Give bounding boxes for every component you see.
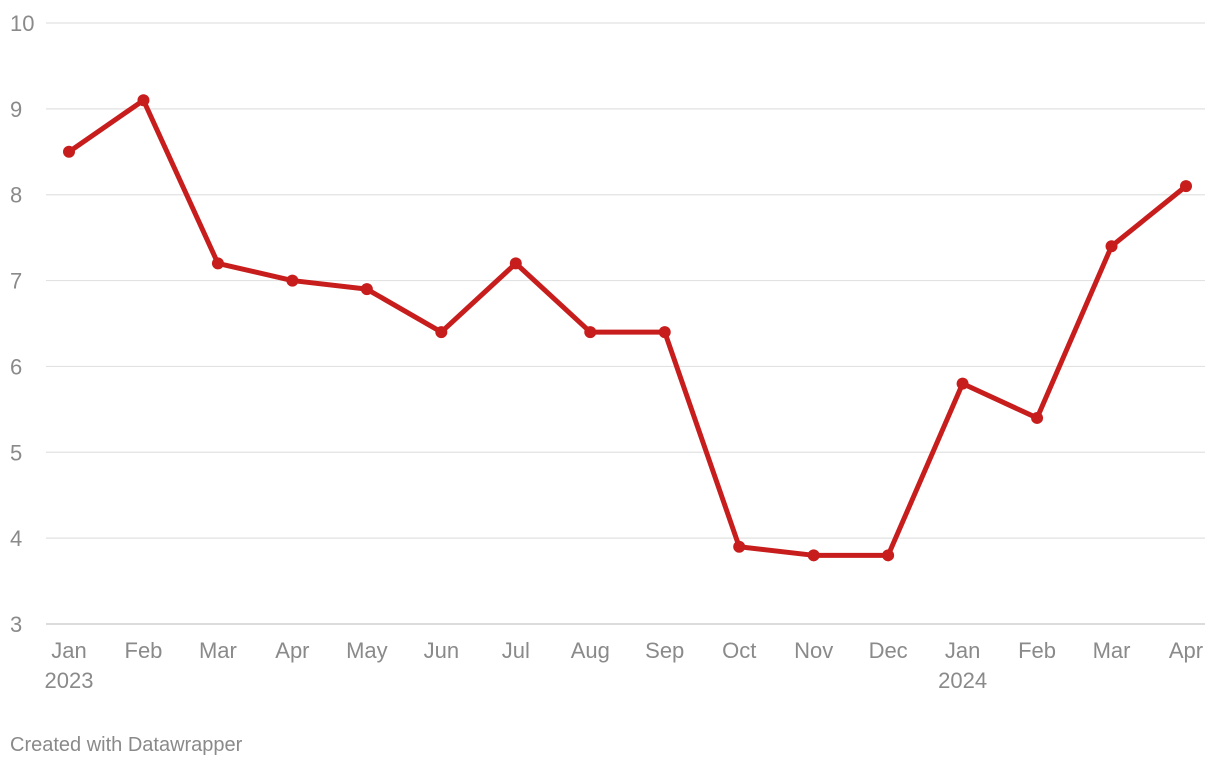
y-tick-label: 4 xyxy=(10,526,22,551)
y-tick-label: 3 xyxy=(10,612,22,637)
x-tick-label: Sep xyxy=(645,638,684,663)
x-tick-label: Jan xyxy=(945,638,980,663)
data-point[interactable] xyxy=(733,540,746,553)
y-tick-label: 10 xyxy=(10,11,34,36)
x-tick-label: Jul xyxy=(502,638,530,663)
x-tick-label: Mar xyxy=(1093,638,1131,663)
data-point[interactable] xyxy=(956,377,969,390)
x-tick-label: Dec xyxy=(869,638,908,663)
data-point[interactable] xyxy=(509,257,522,270)
y-tick-label: 5 xyxy=(10,440,22,465)
data-points-layer xyxy=(63,94,1192,562)
x-tick-label: Feb xyxy=(125,638,163,663)
y-tick-label: 7 xyxy=(10,269,22,294)
x-tick-label: Jun xyxy=(424,638,459,663)
data-point[interactable] xyxy=(807,549,820,562)
x-tick-label: May xyxy=(346,638,388,663)
data-point[interactable] xyxy=(435,326,448,339)
x-year-label: 2023 xyxy=(45,668,94,693)
data-point[interactable] xyxy=(137,94,150,107)
data-point[interactable] xyxy=(584,326,597,339)
data-point[interactable] xyxy=(1180,180,1192,193)
credit-text: Created with Datawrapper xyxy=(10,734,243,756)
y-tick-label: 9 xyxy=(10,97,22,122)
x-tick-label: Mar xyxy=(199,638,237,663)
y-tick-label: 8 xyxy=(10,183,22,208)
x-tick-label: Jan xyxy=(51,638,86,663)
data-point[interactable] xyxy=(1105,240,1118,253)
x-year-label: 2024 xyxy=(938,668,987,693)
data-point[interactable] xyxy=(658,326,671,339)
x-tick-label: Feb xyxy=(1018,638,1056,663)
line-chart: 3 4 5 6 7 8 9 10 Jan 2023 Feb Mar Apr May Jun Jul Aug Se… xyxy=(10,11,1205,693)
data-point[interactable] xyxy=(211,257,224,270)
data-point[interactable] xyxy=(63,145,75,158)
y-axis-labels: 3 4 5 6 7 8 9 10 xyxy=(10,11,34,637)
y-tick-label: 6 xyxy=(10,354,22,379)
data-point[interactable] xyxy=(1031,411,1044,424)
data-point[interactable] xyxy=(286,274,299,287)
x-tick-label: Apr xyxy=(1169,638,1203,663)
data-point[interactable] xyxy=(882,549,895,562)
x-tick-label: Nov xyxy=(794,638,833,663)
data-point[interactable] xyxy=(360,283,373,296)
x-tick-label: Oct xyxy=(722,638,756,663)
x-axis-labels: Jan 2023 Feb Mar Apr May Jun Jul Aug Sep Oct Nov Dec… xyxy=(45,638,1204,693)
grid-layer xyxy=(46,22,1205,625)
x-tick-label: Apr xyxy=(275,638,309,663)
x-tick-label: Aug xyxy=(571,638,610,663)
series-line xyxy=(66,97,1189,558)
series-line-layer xyxy=(66,97,1189,558)
